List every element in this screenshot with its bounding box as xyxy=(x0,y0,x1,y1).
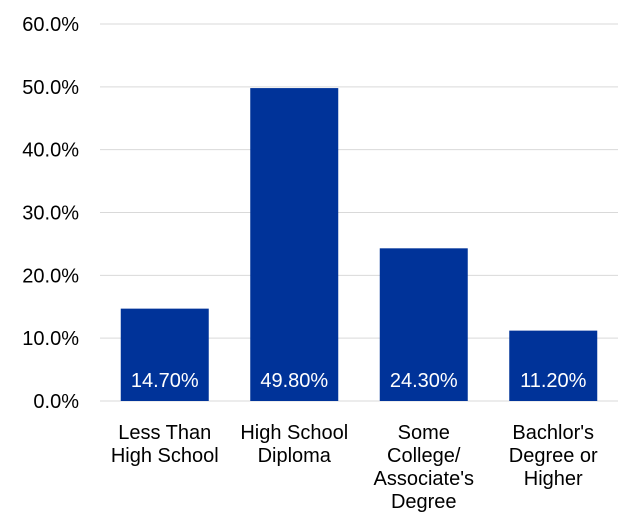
category-label-line: Associate's xyxy=(373,468,474,490)
category-label-line: Less Than xyxy=(118,422,211,444)
data-label: 11.20% xyxy=(520,370,587,392)
category-label-line: Degree xyxy=(391,491,457,513)
data-label: 14.70% xyxy=(131,370,199,392)
bar xyxy=(379,248,468,401)
y-tick-label: 60.0% xyxy=(22,14,79,36)
category-label-line: Degree or xyxy=(509,445,598,467)
category-label-line: Some xyxy=(398,422,450,444)
category-label-line: Bachlor's xyxy=(512,422,594,444)
category-label-line: High School xyxy=(240,422,348,444)
y-axis-tick-labels: 0.0% 10.0% 20.0% 30.0% 40.0% 50.0% 60.0% xyxy=(22,14,79,413)
category-label-line: Higher xyxy=(524,468,583,490)
data-label: 49.80% xyxy=(260,370,328,392)
y-tick-label: 0.0% xyxy=(33,391,79,413)
category-label-line: College/ xyxy=(387,445,461,467)
data-labels: 14.70% 49.80% 24.30% 11.20% xyxy=(131,370,587,392)
category-label-line: High School xyxy=(111,445,219,467)
category-label-line: Diploma xyxy=(258,445,332,467)
bars xyxy=(120,88,598,401)
y-tick-label: 20.0% xyxy=(22,265,79,287)
data-label: 24.30% xyxy=(390,370,458,392)
bar xyxy=(250,88,339,401)
bar xyxy=(509,330,598,401)
y-tick-label: 10.0% xyxy=(22,328,79,350)
bar xyxy=(120,308,209,401)
y-tick-label: 40.0% xyxy=(22,140,79,162)
y-tick-label: 30.0% xyxy=(22,203,79,225)
y-tick-label: 50.0% xyxy=(22,77,79,99)
